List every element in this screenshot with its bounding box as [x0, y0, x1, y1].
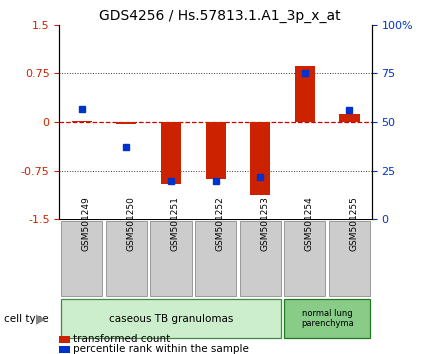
- Text: ▶: ▶: [36, 312, 45, 325]
- Bar: [339, 114, 359, 122]
- Text: GSM501252: GSM501252: [216, 196, 224, 251]
- Bar: [116, 122, 136, 124]
- Text: normal lung
parenchyma: normal lung parenchyma: [301, 309, 354, 328]
- Text: GSM501250: GSM501250: [126, 196, 136, 251]
- FancyBboxPatch shape: [106, 221, 147, 296]
- FancyBboxPatch shape: [284, 299, 370, 338]
- Text: cell type: cell type: [4, 314, 49, 324]
- Text: GSM501249: GSM501249: [82, 196, 91, 251]
- Text: transformed count: transformed count: [73, 335, 171, 344]
- FancyBboxPatch shape: [240, 221, 281, 296]
- Text: GDS4256 / Hs.57813.1.A1_3p_x_at: GDS4256 / Hs.57813.1.A1_3p_x_at: [99, 9, 341, 23]
- Bar: [295, 65, 315, 122]
- Text: GSM501254: GSM501254: [305, 196, 314, 251]
- Text: caseous TB granulomas: caseous TB granulomas: [109, 314, 233, 324]
- Bar: [250, 122, 270, 195]
- Text: GSM501255: GSM501255: [349, 196, 359, 251]
- FancyBboxPatch shape: [284, 221, 326, 296]
- FancyBboxPatch shape: [150, 221, 191, 296]
- FancyBboxPatch shape: [195, 221, 236, 296]
- Text: GSM501253: GSM501253: [260, 196, 269, 251]
- FancyBboxPatch shape: [329, 221, 370, 296]
- Text: percentile rank within the sample: percentile rank within the sample: [73, 344, 249, 354]
- Text: GSM501251: GSM501251: [171, 196, 180, 251]
- Bar: [205, 122, 226, 179]
- Bar: [72, 121, 92, 122]
- FancyBboxPatch shape: [61, 221, 102, 296]
- FancyBboxPatch shape: [61, 299, 281, 338]
- Bar: [161, 122, 181, 184]
